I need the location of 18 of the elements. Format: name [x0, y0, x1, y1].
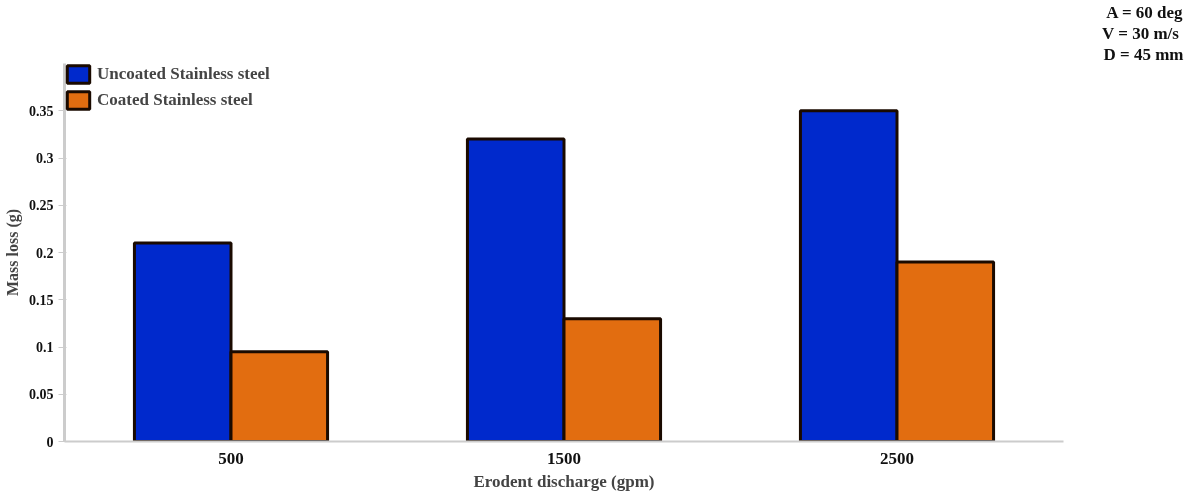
- y-tick-label: 0.15: [29, 292, 54, 308]
- y-tick-label: 0: [46, 434, 54, 450]
- text: A = 60 deg: [1106, 2, 1184, 22]
- y-axis-title: Mass loss (g): [4, 208, 22, 297]
- y-tick-label: 0.2: [36, 245, 54, 261]
- x-tick-label: 2500: [880, 448, 914, 468]
- y-tick-label: 0.1: [36, 340, 54, 355]
- x-tick-label: 500: [218, 448, 244, 468]
- y-tick-label: 0.3: [36, 151, 54, 166]
- text: D = 45 mm: [1103, 44, 1184, 64]
- legend-label: Coated Stainless steel: [97, 90, 253, 110]
- legend-label: Uncoated Stainless steel: [97, 64, 270, 84]
- y-tick-label: 0.35: [29, 103, 54, 119]
- y-tick-label: 0.05: [29, 387, 54, 403]
- x-axis-title: Erodent discharge (gpm): [473, 471, 655, 491]
- y-tick-label: 0.25: [29, 198, 54, 214]
- text: V = 30 m/s: [1102, 23, 1180, 43]
- x-tick-label: 1500: [547, 448, 581, 468]
